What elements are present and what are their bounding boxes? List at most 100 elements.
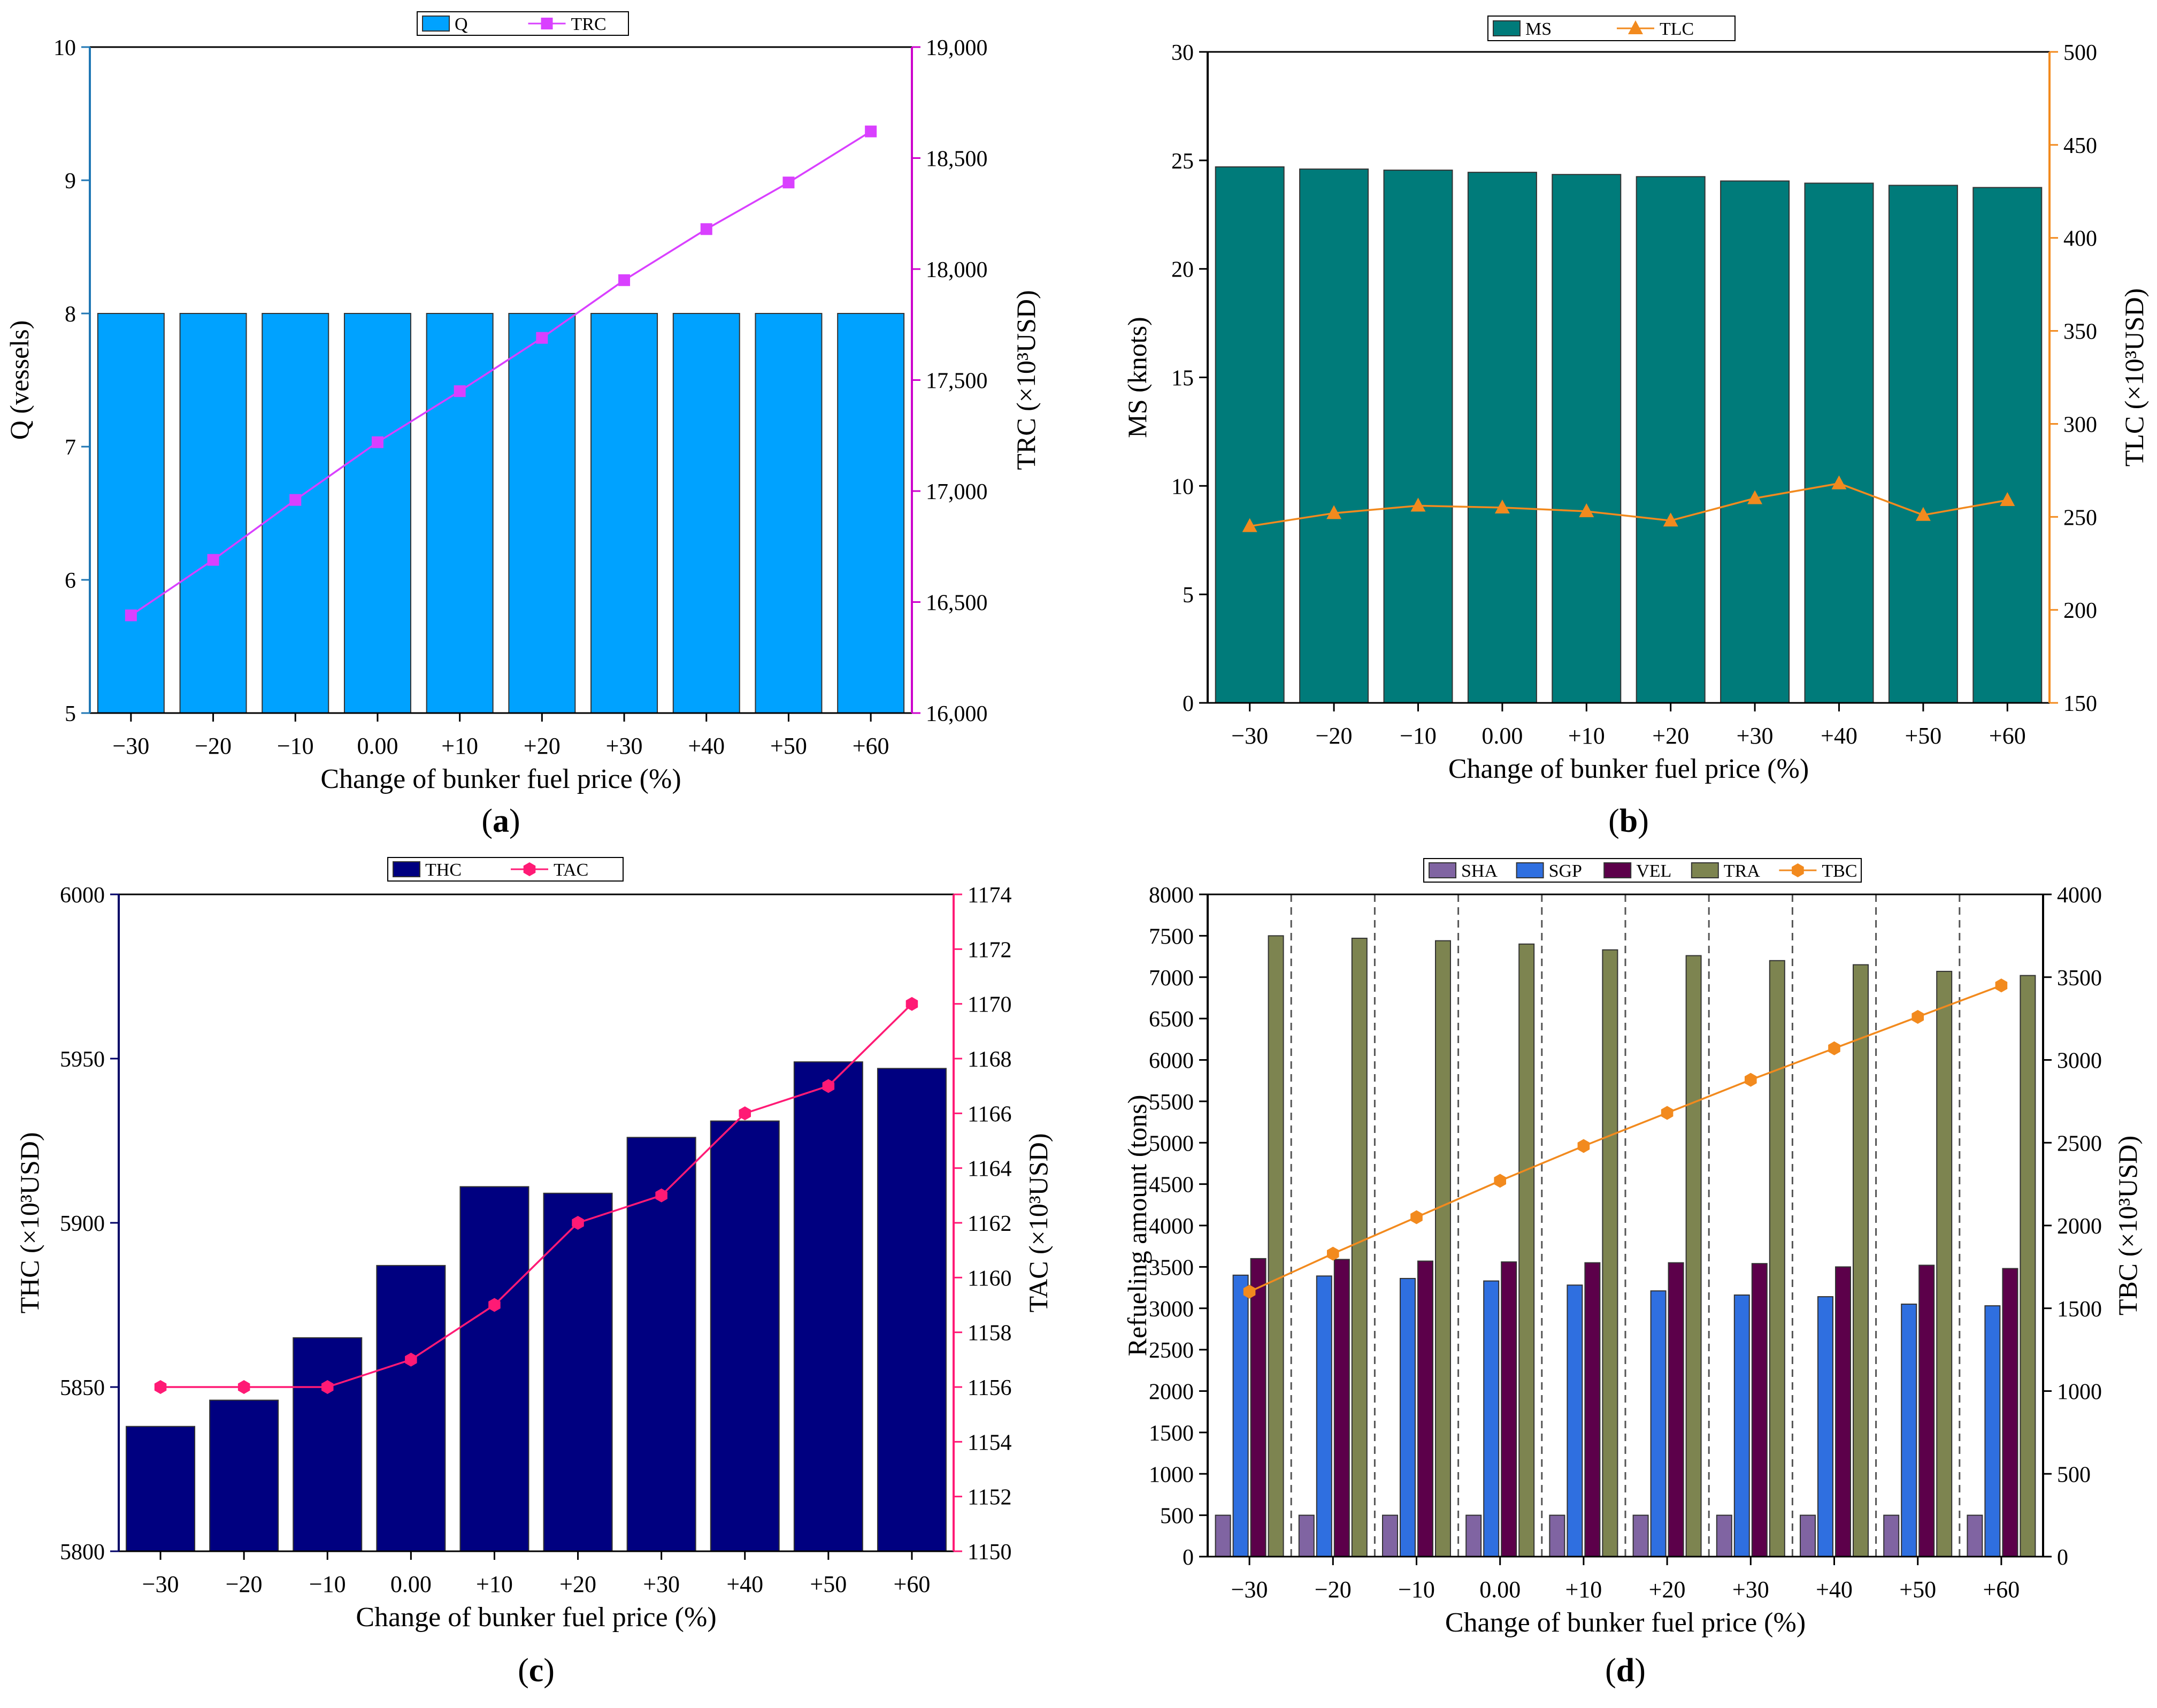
bar-tra xyxy=(1602,949,1618,1557)
point-tlc xyxy=(1410,497,1426,512)
legend-label: MS xyxy=(1525,19,1552,39)
right-y-tick-label: 1154 xyxy=(968,1430,1011,1455)
left-y-tick-label: 6000 xyxy=(1149,1049,1194,1074)
left-y-tick-label: 6000 xyxy=(60,883,105,908)
right-y-tick-label: 1170 xyxy=(968,993,1011,1017)
right-y-tick-label: 200 xyxy=(2063,599,2097,623)
series-line-tbc xyxy=(1249,984,2002,1293)
point-trc xyxy=(454,385,466,397)
bar-tra xyxy=(1853,964,1869,1557)
bar-thc xyxy=(793,1061,863,1552)
x-tick-label: +50 xyxy=(1899,1576,1936,1603)
point-trc xyxy=(207,554,219,566)
x-axis-title: Change of bunker fuel price (%) xyxy=(356,1602,716,1633)
bar-thc xyxy=(126,1426,196,1552)
bar-sgp xyxy=(1650,1290,1667,1557)
bar-sgp xyxy=(1567,1284,1583,1557)
legend-marker xyxy=(523,862,536,876)
point-tac xyxy=(572,1216,584,1230)
bar-sgp xyxy=(1901,1304,1917,1557)
left-y-tick-label: 2500 xyxy=(1149,1338,1194,1363)
x-tick-label: −30 xyxy=(142,1571,179,1597)
x-tick-label: +40 xyxy=(726,1571,763,1597)
left-y-tick-label: 25 xyxy=(1171,149,1194,174)
left-y-tick-label: 7000 xyxy=(1149,966,1194,991)
right-y-tick-label: 1174 xyxy=(968,883,1011,908)
legend-label: Q xyxy=(455,14,468,34)
x-tick-label: −30 xyxy=(112,733,149,759)
bar-vel xyxy=(1501,1261,1517,1558)
point-tbc xyxy=(1995,978,2008,993)
x-tick-label: 0.00 xyxy=(1482,723,1523,749)
right-y-tick-label: 2000 xyxy=(2057,1214,2102,1239)
x-tick-label: +60 xyxy=(894,1571,931,1597)
x-tick-label: +40 xyxy=(1821,723,1857,749)
bar-tra xyxy=(1268,935,1284,1557)
x-axis-title: Change of bunker fuel price (%) xyxy=(1445,1607,1806,1638)
bar-q xyxy=(262,313,329,714)
left-y-tick-label: 7 xyxy=(65,435,76,460)
point-tlc xyxy=(1663,512,1678,527)
left-y-tick-label: 20 xyxy=(1171,258,1194,282)
bar-ms xyxy=(1888,185,1958,703)
bar-sha xyxy=(1382,1514,1398,1557)
right-y-tick-label: 1164 xyxy=(968,1157,1011,1182)
bar-thc xyxy=(459,1186,529,1552)
bar-sha xyxy=(1883,1514,1900,1557)
right-y-tick-label: 1156 xyxy=(968,1376,1011,1400)
right-y-tick-label: 4000 xyxy=(2057,883,2102,908)
legend: Q TRC xyxy=(417,11,629,36)
x-tick-label: +10 xyxy=(476,1571,513,1597)
x-tick-label: −10 xyxy=(1398,1576,1435,1603)
left-y-tick-label: 30 xyxy=(1171,41,1194,65)
x-tick-label: −30 xyxy=(1231,1576,1268,1603)
right-y-tick-label: 2500 xyxy=(2057,1131,2102,1156)
x-tick-label: −30 xyxy=(1231,723,1268,749)
legend-swatch xyxy=(1493,20,1521,36)
left-y-tick-label: 3500 xyxy=(1149,1255,1194,1280)
bar-sgp xyxy=(1817,1296,1833,1557)
legend-swatch xyxy=(1603,862,1632,878)
x-tick-label: −10 xyxy=(309,1571,346,1597)
point-trc xyxy=(618,274,631,286)
bar-ms xyxy=(1383,170,1453,704)
left-y-tick-label: 5500 xyxy=(1149,1090,1194,1115)
point-tac xyxy=(405,1352,417,1367)
legend-label: TRA xyxy=(1724,861,1760,881)
x-tick-label: 0.00 xyxy=(390,1571,432,1597)
left-y-tick-label: 6 xyxy=(65,569,76,593)
bar-q xyxy=(343,313,411,714)
point-tlc xyxy=(1326,505,1342,519)
x-tick-label: +60 xyxy=(1989,723,2026,749)
right-y-tick-label: 16,500 xyxy=(926,591,988,616)
bar-sgp xyxy=(1316,1275,1332,1557)
bar-thc xyxy=(543,1192,613,1552)
point-trc xyxy=(371,436,383,448)
bar-vel xyxy=(1918,1265,1935,1557)
left-y-tick-label: 1500 xyxy=(1149,1421,1194,1446)
x-tick-label: +50 xyxy=(1905,723,1941,749)
x-tick-label: +10 xyxy=(441,733,478,759)
bar-thc xyxy=(293,1337,363,1552)
bar-sha xyxy=(1716,1514,1732,1557)
left-y-tick-label: 5800 xyxy=(60,1540,105,1565)
panel-label: (a) xyxy=(481,803,520,839)
legend-label: VEL xyxy=(1636,861,1671,881)
point-tbc xyxy=(1661,1106,1674,1120)
left-y-tick-label: 4000 xyxy=(1149,1214,1194,1239)
right-y-tick-label: 1160 xyxy=(968,1266,1011,1291)
left-y-tick-label: 5000 xyxy=(1149,1131,1194,1156)
legend-box xyxy=(1487,16,1736,41)
left-y-tick-label: 500 xyxy=(1160,1504,1194,1529)
point-tlc xyxy=(2000,492,2015,506)
bar-tra xyxy=(1351,938,1368,1557)
bar-q xyxy=(179,313,247,714)
x-tick-label: +10 xyxy=(1565,1576,1602,1603)
point-trc xyxy=(536,332,548,344)
bar-q xyxy=(672,313,740,714)
x-tick-label: −20 xyxy=(226,1571,263,1597)
left-y-tick-label: 5 xyxy=(1183,583,1194,608)
legend-swatch xyxy=(1691,862,1719,878)
left-axis-title: Refueling amount (tons) xyxy=(1122,1095,1152,1357)
